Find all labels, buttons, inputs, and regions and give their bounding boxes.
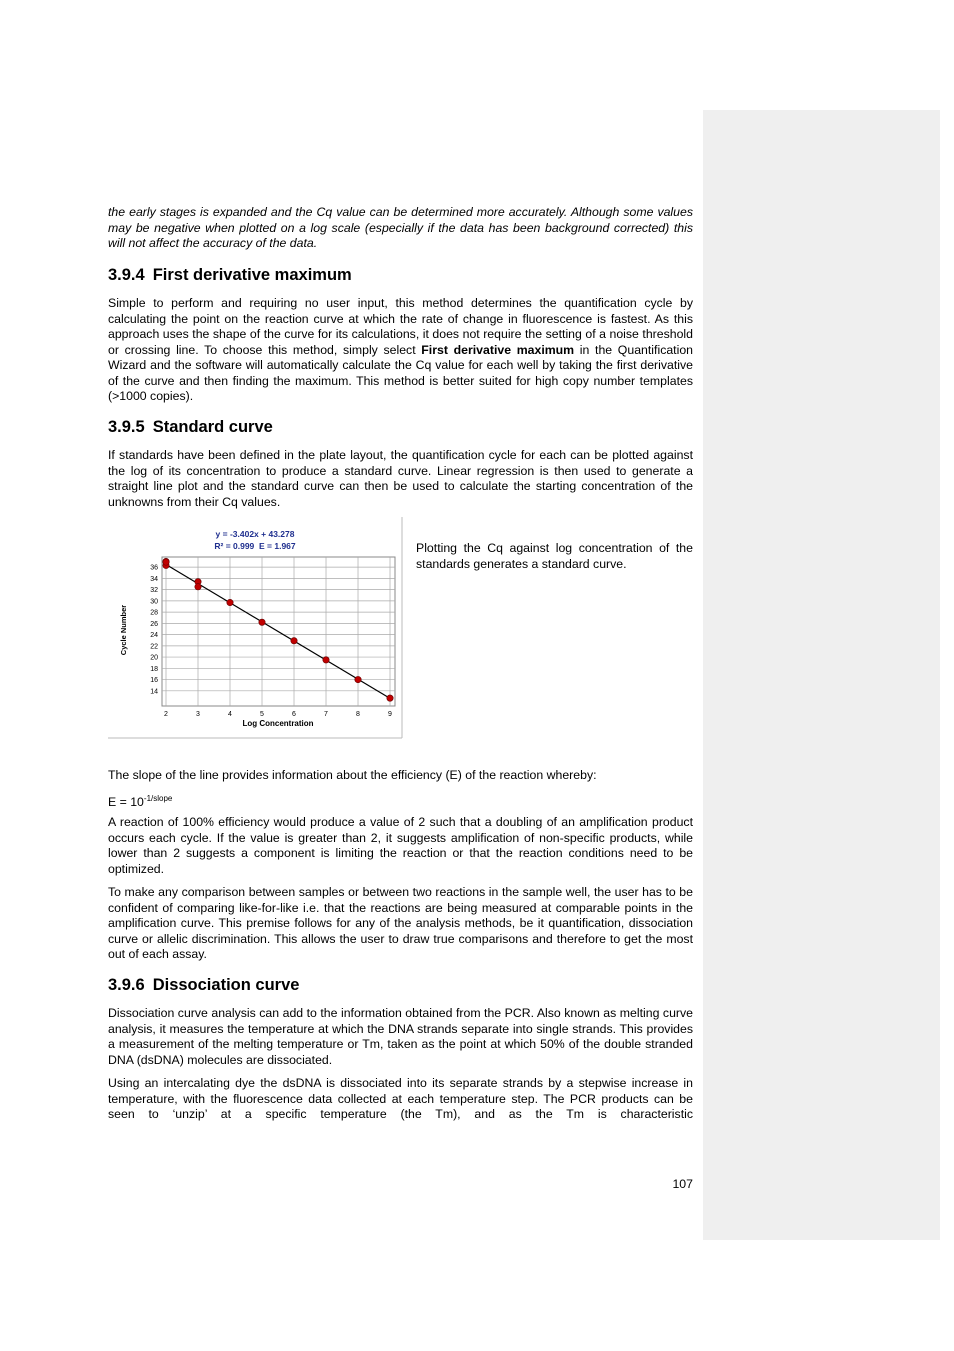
x-tick-label: 2 xyxy=(164,711,168,718)
y-tick-label: 34 xyxy=(150,576,158,583)
paragraph: The slope of the line provides informati… xyxy=(108,768,597,782)
section-number: 3.9.4 xyxy=(108,266,145,284)
paragraph: A reaction of 100% efficiency would prod… xyxy=(108,815,693,876)
annotation: R² = 0.999 E = 1.967 xyxy=(214,541,296,551)
x-tick-label: 9 xyxy=(388,711,392,718)
data-point xyxy=(162,558,170,566)
heading: 3.9.5 Standard curve xyxy=(108,418,273,437)
paragraph: Using an intercalating dye the dsDNA is … xyxy=(108,1076,693,1121)
formula-exponent: -1/slope xyxy=(143,794,173,803)
x-tick-label: 8 xyxy=(356,711,360,718)
x-tick-label: 5 xyxy=(260,711,264,718)
bold-text: First derivative maximum xyxy=(421,342,575,357)
heading: 3.9.4 First derivative maximum xyxy=(108,266,352,285)
data-point xyxy=(386,694,394,702)
section-title: Dissociation curve xyxy=(152,976,300,994)
y-tick-label: 30 xyxy=(150,598,158,605)
y-tick-label: 18 xyxy=(150,666,158,673)
y-tick-label: 22 xyxy=(150,643,158,650)
annotation: y = -3.402x + 43.278 xyxy=(216,529,295,539)
chart: y = -3.402x + 43.278 R² = 0.999 E = 1.96… xyxy=(108,517,403,739)
section-number: 3.9.6 xyxy=(108,976,145,994)
data-point xyxy=(226,599,234,607)
y-tick-label: 24 xyxy=(150,632,158,639)
section-number: 3.9.5 xyxy=(108,418,145,436)
data-point xyxy=(258,618,266,626)
y-tick-label: 20 xyxy=(150,655,158,662)
data-point xyxy=(194,583,202,591)
x-axis-label: Log Concentration xyxy=(242,719,313,728)
paragraph: Simple to perform and requiring no user … xyxy=(108,296,693,405)
paragraph: the early stages is expanded and the Cq … xyxy=(108,205,693,250)
caption: Plotting the Cq against log concentratio… xyxy=(416,541,693,571)
data-point xyxy=(290,637,298,645)
x-tick-label: 4 xyxy=(228,711,232,718)
text: in the Quantification Wizard and the sof… xyxy=(108,342,694,404)
x-tick-label: 6 xyxy=(292,711,296,718)
section-title: First derivative maximum xyxy=(152,266,352,284)
y-tick-label: 16 xyxy=(150,677,158,684)
y-tick-label: 28 xyxy=(150,610,158,617)
y-tick-label: 36 xyxy=(150,565,158,572)
y-tick-label: 32 xyxy=(150,587,158,594)
paragraph: Dissociation curve analysis can add to t… xyxy=(108,1006,693,1067)
paragraph: If standards have been defined in the pl… xyxy=(108,448,693,509)
section-title: Standard curve xyxy=(152,418,273,436)
x-tick-label: 3 xyxy=(196,711,200,718)
fit-line xyxy=(165,563,391,699)
formula-base: E = 10 xyxy=(108,795,144,810)
y-tick-label: 26 xyxy=(150,621,158,628)
data-point xyxy=(322,656,330,664)
text: Simple to perform and requiring no user … xyxy=(108,296,693,357)
paragraph: To make any comparison between samples o… xyxy=(108,885,693,961)
comment-margin xyxy=(703,110,940,1240)
formula: E = 10-1/slope xyxy=(108,791,693,811)
heading: 3.9.6 Dissociation curve xyxy=(108,976,299,995)
x-tick-label: 7 xyxy=(324,711,328,718)
page-number: 107 xyxy=(672,1177,693,1191)
y-tick-label: 14 xyxy=(150,688,158,695)
data-point xyxy=(354,676,362,684)
y-axis-label: Cycle Number xyxy=(119,605,128,656)
